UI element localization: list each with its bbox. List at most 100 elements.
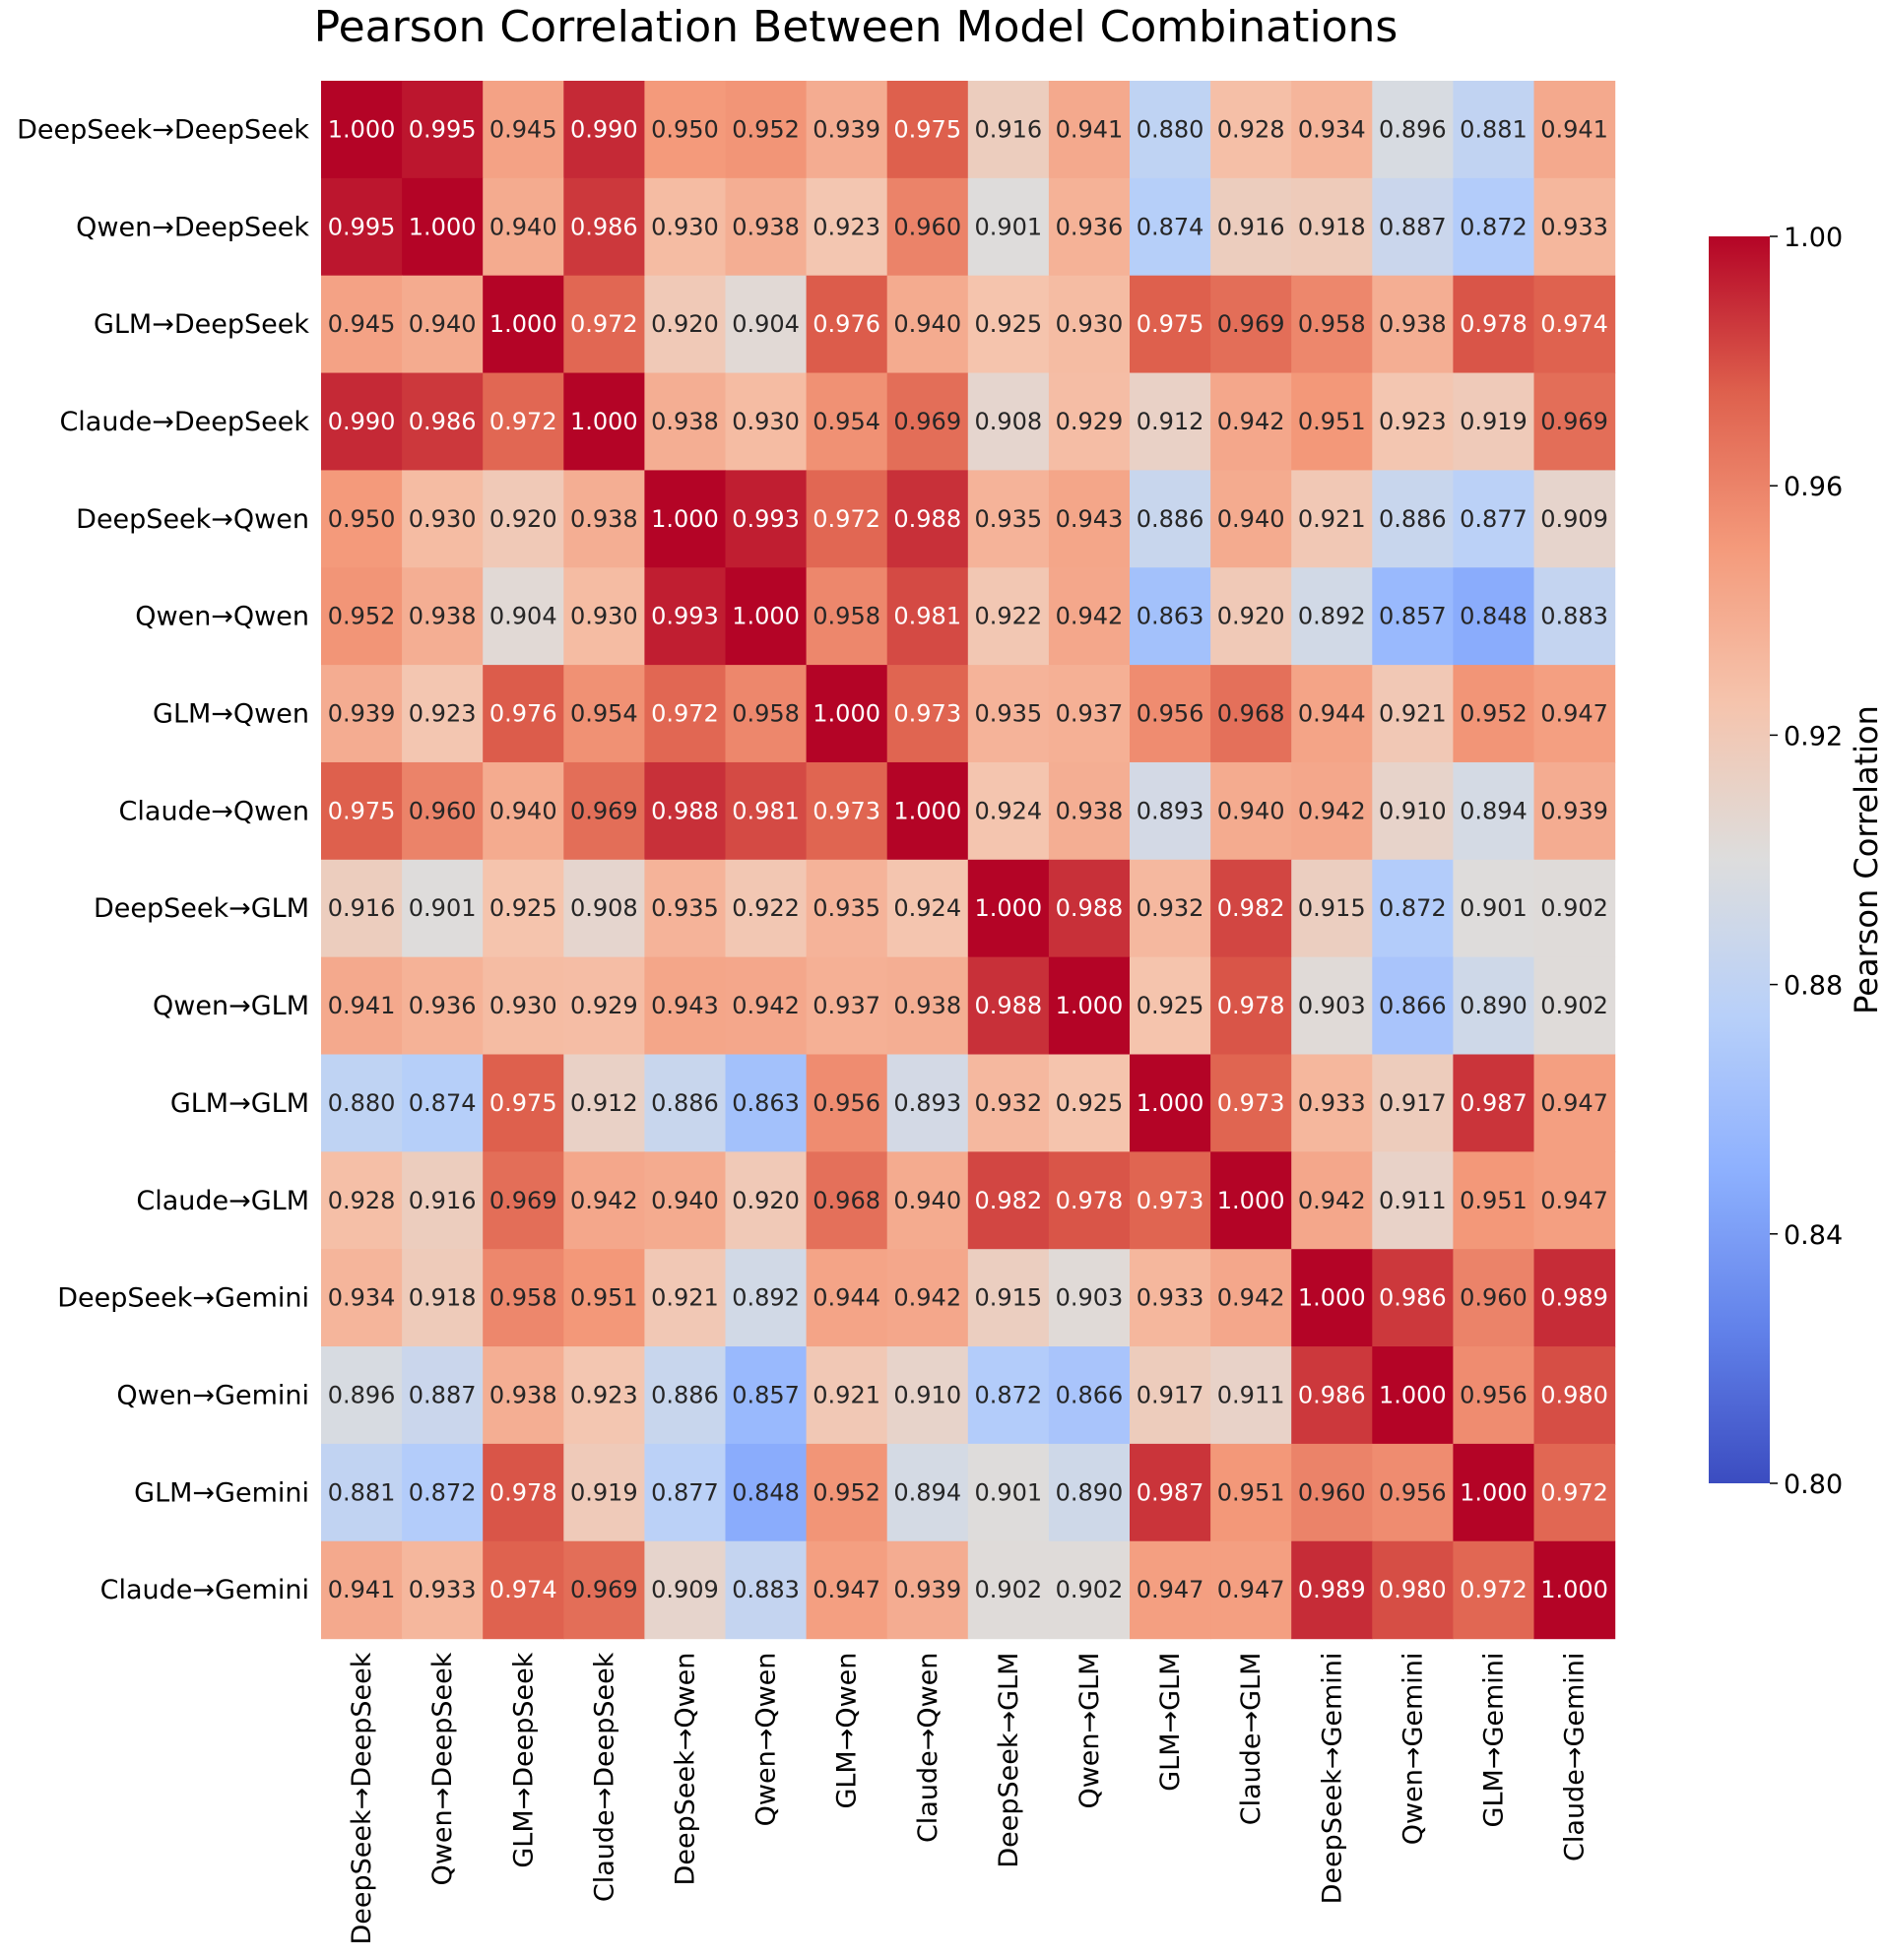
heatmap-cell [1372, 567, 1454, 666]
y-tick-label-deepseek-to-glm: DeepSeek→GLM [94, 893, 309, 924]
heatmap-cell [1372, 275, 1454, 374]
x-tick-label-qwen-to-deepseek: Qwen→DeepSeek [427, 1652, 458, 1885]
cell-value-label: 0.887 [1379, 213, 1447, 240]
heatmap-cell [886, 81, 969, 179]
heatmap-cell [967, 1540, 1050, 1640]
colorbar-tick-label: 0.80 [1784, 1470, 1843, 1500]
heatmap-cell [806, 81, 888, 179]
heatmap-cell [806, 1249, 888, 1347]
y-axis-tick-labels: DeepSeek→DeepSeek Qwen→DeepSeek GLM→DeepSe… [17, 114, 309, 1605]
heatmap-cell [967, 859, 1050, 958]
cell-value-label: 0.919 [570, 1478, 638, 1506]
colorbar-tick-label: 0.84 [1784, 1220, 1843, 1251]
colorbar: 0.80 0.84 0.88 0.92 0.96 1.00 Pearson Correla… [1709, 223, 1885, 1500]
heatmap-cell [483, 1443, 564, 1542]
heatmap-cell [1130, 81, 1211, 179]
x-tick-label-qwen-to-glm: Qwen→GLM [1074, 1653, 1105, 1809]
heatmap-cell [563, 1346, 645, 1445]
heatmap-cell [725, 177, 808, 277]
cell-value-label: 0.978 [1460, 310, 1528, 338]
heatmap-cell [483, 177, 564, 277]
cell-value-label: 1.000 [570, 408, 638, 435]
heatmap-cell [483, 1249, 564, 1347]
heatmap-cell [967, 567, 1050, 666]
cell-value-label: 0.918 [1298, 213, 1366, 240]
cell-value-label: 0.956 [1137, 700, 1204, 728]
heatmap-cell [483, 665, 564, 763]
cell-value-label: 0.982 [1217, 894, 1285, 922]
cell-value-label: 0.915 [974, 1284, 1042, 1312]
heatmap-cell [725, 1249, 808, 1347]
heatmap-cell [402, 1443, 484, 1542]
heatmap-cell [563, 81, 645, 179]
cell-value-label: 0.940 [489, 213, 557, 240]
cell-value-label: 0.902 [1056, 1576, 1124, 1603]
cell-value-label: 0.939 [1540, 797, 1608, 824]
heatmap-cell [1048, 275, 1131, 374]
cell-value-label: 0.969 [570, 1576, 638, 1603]
heatmap-cell [321, 859, 403, 958]
heatmap-cell [1130, 761, 1211, 861]
heatmap-cell [806, 372, 888, 471]
x-tick-label-deepseek-to-qwen: DeepSeek→Qwen [670, 1653, 700, 1886]
cell-value-label: 0.937 [1056, 700, 1124, 728]
heatmap-cell [725, 956, 808, 1056]
cell-value-label: 0.910 [893, 1381, 961, 1408]
heatmap-cell [563, 956, 645, 1056]
heatmap-cell [644, 1151, 727, 1250]
cell-value-label: 0.939 [328, 700, 396, 728]
heatmap-cell [967, 177, 1050, 277]
heatmap-cell [1210, 177, 1292, 277]
heatmap-cell [1453, 567, 1535, 666]
cell-value-label: 0.988 [974, 992, 1042, 1019]
x-tick-label-deepseek-to-glm: DeepSeek→GLM [994, 1653, 1024, 1868]
cell-value-label: 0.915 [1298, 894, 1366, 922]
cell-value-label: 0.947 [1540, 1089, 1608, 1117]
cell-value-label: 0.922 [732, 894, 800, 922]
cell-value-label: 0.901 [974, 1478, 1042, 1506]
y-tick-label-claude-to-gemini: Claude→Gemini [100, 1575, 309, 1605]
heatmap-cell [644, 470, 727, 568]
cell-value-label: 0.925 [974, 310, 1042, 338]
heatmap-cell [1291, 859, 1373, 958]
heatmap-cell [1048, 567, 1131, 666]
cell-value-label: 0.896 [1379, 115, 1447, 143]
cell-value-label: 0.908 [570, 894, 638, 922]
cell-value-label: 0.939 [893, 1576, 961, 1603]
cell-value-label: 0.954 [570, 700, 638, 728]
heatmap-cell [1210, 665, 1292, 763]
cell-value-label: 0.973 [1217, 1089, 1285, 1117]
cell-value-label: 0.901 [409, 894, 477, 922]
colorbar-tick-label: 1.00 [1784, 223, 1843, 253]
cell-value-label: 0.874 [1137, 213, 1204, 240]
heatmap-cell [1048, 859, 1131, 958]
heatmap-cell [402, 1151, 484, 1250]
heatmap-cell [886, 859, 969, 958]
cell-value-label: 0.940 [893, 1187, 961, 1214]
heatmap-cell [886, 1540, 969, 1640]
heatmap-cell [644, 761, 727, 861]
heatmap-cell [1048, 1443, 1131, 1542]
heatmap-cell [1130, 275, 1211, 374]
heatmap-cell [1048, 470, 1131, 568]
heatmap-cell [483, 761, 564, 861]
heatmap-cell [806, 956, 888, 1056]
cell-value-label: 0.932 [1137, 894, 1204, 922]
heatmap-cell [725, 1443, 808, 1542]
heatmap-cell [886, 761, 969, 861]
cell-value-label: 0.988 [893, 505, 961, 533]
heatmap-cell [725, 372, 808, 471]
heatmap-cell [644, 956, 727, 1056]
cell-value-label: 0.930 [651, 213, 719, 240]
heatmap-cell [1453, 470, 1535, 568]
heatmap-cell [1130, 177, 1211, 277]
cell-value-label: 0.974 [1540, 310, 1608, 338]
heatmap-cell [806, 1540, 888, 1640]
cell-value-label: 0.896 [328, 1381, 396, 1408]
heatmap-cell [1533, 177, 1616, 277]
heatmap-cell [1130, 372, 1211, 471]
cell-value-label: 0.925 [1137, 992, 1204, 1019]
cell-value-label: 0.902 [1540, 894, 1608, 922]
heatmap-cell [1533, 956, 1616, 1056]
cell-value-label: 1.000 [409, 213, 477, 240]
